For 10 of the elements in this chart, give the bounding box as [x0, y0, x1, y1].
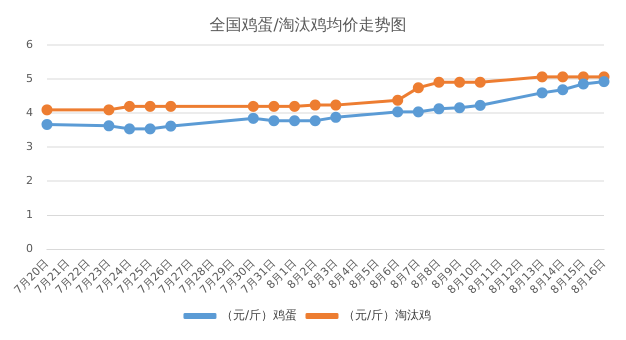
y-tick-label: 1 [26, 208, 33, 222]
y-tick-label: 4 [26, 106, 33, 120]
y-tick-label: 0 [26, 242, 33, 256]
y-tick-label: 3 [26, 140, 33, 154]
chart-title: 全国鸡蛋/淘汰鸡均价走势图 [209, 14, 407, 34]
legend-label: （元/斤）鸡蛋 [220, 308, 298, 322]
y-tick-label: 2 [26, 174, 33, 188]
legend-label: （元/斤）淘汰鸡 [343, 308, 432, 322]
y-tick-label: 6 [26, 38, 33, 52]
y-tick-label: 5 [26, 72, 33, 86]
